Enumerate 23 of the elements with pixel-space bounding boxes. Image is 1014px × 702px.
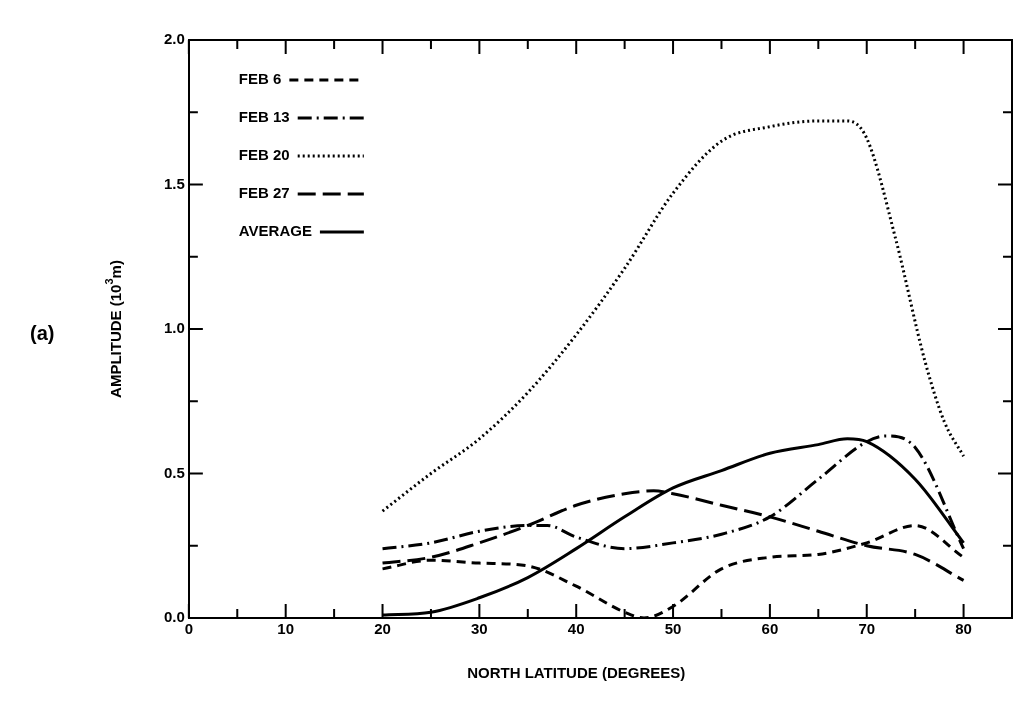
x-tick-label: 30 [471, 620, 488, 638]
x-tick-label: 0 [184, 620, 194, 638]
x-tick-label: 40 [567, 620, 585, 638]
legend-label: FEB 6 [238, 70, 282, 88]
legend-label: FEB 27 [238, 184, 290, 202]
y-axis-title: AMPLITUDE (103m) [102, 260, 124, 398]
legend-label: FEB 20 [238, 146, 290, 164]
x-tick-label: 10 [277, 620, 295, 638]
legend-label: FEB 13 [238, 108, 290, 126]
y-tick-label: 0.5 [163, 463, 185, 481]
x-tick-label: 20 [374, 620, 391, 638]
y-tick-label: 0.0 [163, 608, 185, 626]
x-axis-title: NORTH LATITUDE (DEGREES) [467, 664, 686, 682]
line-series [381, 119, 966, 513]
y-tick-label: 2.0 [163, 30, 185, 48]
x-tick-label: 60 [761, 620, 779, 638]
legend-label: AVERAGE [238, 222, 312, 240]
text: (a) [30, 321, 55, 344]
x-tick-label: 80 [955, 620, 972, 638]
x-tick-label: 50 [664, 620, 682, 638]
y-tick-label: 1.5 [163, 174, 185, 192]
x-tick-label: 70 [858, 620, 876, 638]
y-tick-label: 1.0 [163, 319, 185, 337]
